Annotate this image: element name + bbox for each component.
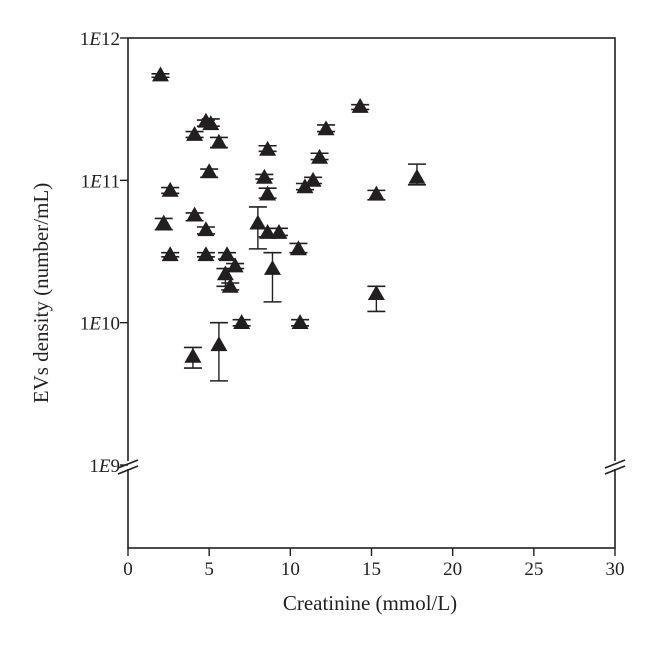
- data-point: [258, 185, 277, 201]
- data-point: [209, 133, 228, 149]
- triangle-marker: [255, 168, 273, 184]
- triangle-marker: [249, 214, 267, 230]
- x-tick-label: 15: [362, 559, 381, 580]
- data-point: [151, 66, 170, 82]
- triangle-marker: [270, 224, 288, 239]
- triangle-marker: [233, 314, 251, 330]
- data-point: [304, 171, 323, 187]
- data-point: [351, 98, 370, 113]
- triangle-marker: [317, 120, 335, 136]
- y-tick-label: 1E9: [89, 456, 120, 477]
- data-point: [196, 246, 215, 262]
- triangle-marker: [210, 133, 228, 149]
- data-point: [154, 214, 173, 231]
- y-tick-label: 1E11: [81, 171, 120, 192]
- triangle-marker: [226, 257, 244, 273]
- triangle-marker: [210, 336, 228, 352]
- y-tick-label: 1E10: [80, 314, 120, 335]
- triangle-marker: [367, 285, 385, 300]
- triangle-marker: [259, 140, 277, 156]
- data-point: [226, 257, 245, 273]
- triangle-marker: [216, 265, 234, 281]
- triangle-marker: [304, 171, 322, 187]
- x-ticks: 0 5 10 15 20 25 30: [123, 548, 625, 580]
- triangle-marker: [186, 125, 204, 141]
- data-point: [185, 206, 204, 222]
- x-tick-label: 10: [281, 559, 300, 580]
- triangle-marker: [161, 246, 179, 262]
- triangle-marker: [367, 185, 385, 201]
- data-point: [232, 314, 251, 330]
- plot-frame: [127, 37, 616, 549]
- triangle-marker: [197, 221, 215, 237]
- triangle-marker: [202, 115, 220, 131]
- data-point: [263, 251, 282, 303]
- x-tick-label: 0: [123, 559, 133, 580]
- data-points: [151, 66, 426, 382]
- triangle-marker: [155, 214, 173, 230]
- data-point: [218, 246, 237, 262]
- triangle-marker: [200, 163, 218, 179]
- x-tick-label: 5: [204, 559, 214, 580]
- data-point: [367, 185, 386, 201]
- axes: [117, 37, 626, 549]
- triangle-marker: [263, 260, 281, 275]
- data-point: [310, 148, 329, 164]
- triangle-marker: [291, 314, 309, 330]
- x-tick-label: 30: [606, 559, 625, 580]
- data-point: [289, 240, 308, 256]
- data-point: [161, 246, 180, 262]
- triangle-marker: [197, 246, 215, 262]
- data-point: [248, 206, 267, 250]
- x-tick-label: 20: [443, 559, 462, 580]
- x-tick-label: 25: [524, 559, 543, 580]
- data-point: [201, 115, 220, 131]
- data-point: [367, 285, 386, 313]
- triangle-marker: [351, 98, 369, 113]
- data-point: [185, 125, 204, 141]
- y-tick-label: 1E12: [80, 29, 120, 50]
- data-point: [161, 181, 180, 197]
- triangle-marker: [221, 277, 239, 293]
- data-point: [255, 168, 274, 184]
- data-point: [317, 120, 336, 136]
- triangle-marker: [408, 168, 426, 184]
- data-point: [269, 224, 288, 239]
- triangle-marker: [296, 178, 314, 194]
- y-ticks: 1E9 1E10 1E11 1E12: [80, 29, 128, 477]
- right-axis-break: [604, 459, 626, 475]
- triangle-marker: [184, 347, 202, 363]
- data-point: [258, 140, 277, 156]
- data-point: [291, 314, 310, 330]
- triangle-marker: [218, 246, 236, 262]
- y-axis-title: EVs density (number/mL): [29, 183, 53, 403]
- triangle-marker: [151, 66, 169, 82]
- triangle-marker: [186, 206, 204, 222]
- data-point: [209, 321, 228, 382]
- data-point: [221, 277, 240, 293]
- triangle-marker: [289, 240, 307, 256]
- data-point: [183, 346, 202, 369]
- triangle-marker: [259, 185, 277, 201]
- data-point: [200, 163, 219, 179]
- data-point: [196, 221, 215, 237]
- triangle-marker: [161, 181, 179, 197]
- x-axis-title: Creatinine (mmol/L): [283, 591, 457, 615]
- triangle-marker: [311, 148, 329, 164]
- data-point: [407, 163, 426, 186]
